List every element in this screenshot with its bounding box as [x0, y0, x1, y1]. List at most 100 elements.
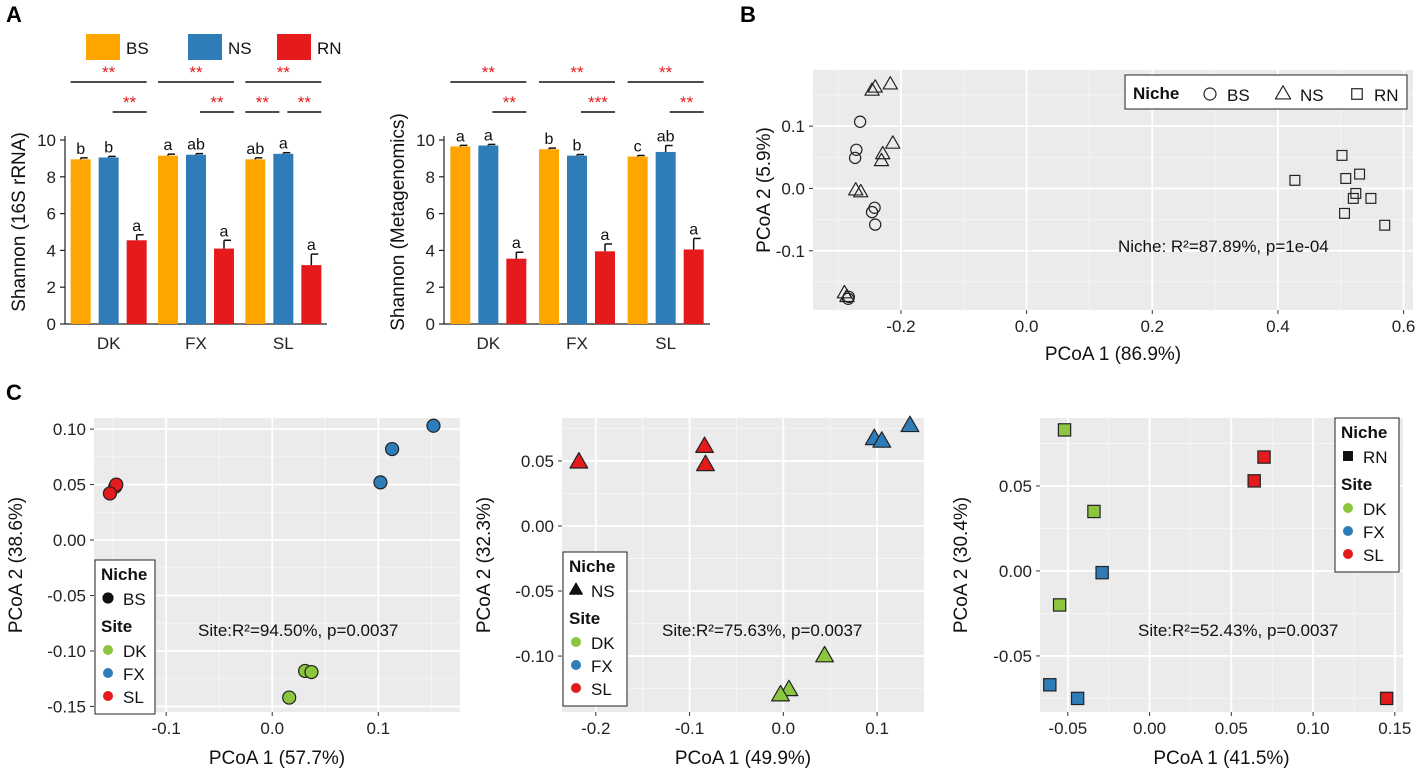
legend-box: [1334, 417, 1400, 573]
legend-label-ns: NS: [228, 39, 252, 58]
legend-title: Niche: [1133, 84, 1179, 103]
y-axis-title: PCoA 2 (38.6%): [6, 497, 27, 633]
legend-box: [1124, 74, 1408, 110]
sig-stars-bs-rn: **: [102, 63, 116, 82]
y-tick-label: -0.15: [47, 697, 86, 716]
point-fx: [385, 441, 400, 457]
point-sl: [696, 454, 715, 472]
significance-letter: a: [279, 136, 288, 153]
legend-site-label-fx: FX: [123, 665, 145, 684]
y-tick-label: 0.1: [781, 117, 805, 136]
bar-dk-ns: [478, 145, 499, 324]
x-tick-label: 0.15: [1378, 719, 1411, 738]
x-tick-label: 0.0: [772, 719, 796, 738]
sig-stars-bs-rn: **: [189, 63, 203, 82]
legend-a: BS NS RN: [86, 34, 342, 60]
point-rn: [1365, 192, 1377, 204]
pcoa-ns-chart: -0.2 -0.1 0.0 0.1 0.05 0.00 -0.05 -0.10 PCoA 1 (…: [474, 415, 924, 769]
point-fx: [872, 431, 892, 448]
y-tick-label: 8: [47, 168, 56, 187]
sig-stars-ns-rn: **: [503, 93, 517, 112]
legend-site-dot-dk: [1343, 503, 1353, 513]
legend-label-rn: RN: [317, 39, 342, 58]
legend-site-label-sl: SL: [591, 680, 612, 699]
x-tick-label-fx: FX: [185, 334, 207, 353]
y-tick-label: 0.05: [521, 452, 554, 471]
sig-stars-ns-rn: **: [123, 93, 137, 112]
sig-stars-bs-rn: **: [570, 63, 584, 82]
x-tick-label-fx: FX: [566, 334, 588, 353]
sig-stars-bs-rn: **: [482, 63, 496, 82]
legend-label-bs: BS: [126, 39, 149, 58]
bar-fx-rn: [214, 248, 234, 324]
legend-site-title: Site: [1341, 475, 1372, 494]
legend-site-dot-sl: [571, 683, 581, 693]
sig-stars-ns-rn: **: [210, 93, 224, 112]
legend-niche-title: Niche: [101, 565, 147, 584]
legend-site-title: Site: [101, 617, 132, 636]
y-tick-label: 4: [426, 241, 435, 260]
panel-label-a: A: [6, 2, 22, 27]
stat-annotation: Site:R²=52.43%, p=0.0037: [1138, 621, 1338, 640]
x-tick-label: -0.1: [675, 719, 704, 738]
point-bs: [848, 151, 862, 165]
bar-sl-rn: [683, 249, 704, 324]
significance-letter: ab: [246, 141, 264, 158]
point-bs: [853, 115, 867, 128]
y-tick-label: -0.10: [47, 642, 86, 661]
point-bs: [850, 143, 863, 156]
x-tick-label: 0.6: [1392, 317, 1416, 336]
y-tick-label: 4: [47, 241, 56, 260]
y-tick-label: 2: [426, 278, 435, 297]
legend-niche-label: RN: [1363, 448, 1388, 467]
x-tick-label: 0.10: [1297, 719, 1330, 738]
point-rn: [1339, 207, 1351, 219]
legend-niche-title: Niche: [1341, 423, 1387, 442]
point-sl: [695, 436, 715, 453]
bar-sl-ns: [655, 151, 676, 324]
x-axis-title: PCoA 1 (49.9%): [675, 748, 811, 769]
bar-sl-bs: [627, 156, 648, 324]
x-tick-label: -0.05: [1048, 719, 1087, 738]
point-fx: [426, 418, 441, 433]
legend-site-label-dk: DK: [123, 642, 147, 661]
y-tick-label: 8: [426, 168, 435, 187]
y-tick-label: 2: [47, 278, 56, 297]
bar-chart-metagenomics: 0 2 4 6 8 10 Shannon (Metagenomics) a a a DK ** ** b b…: [388, 63, 710, 353]
x-axis-title: PCoA 1 (41.5%): [1153, 748, 1289, 769]
x-tick-label: 0.1: [366, 719, 390, 738]
significance-letter: a: [132, 218, 141, 235]
significance-letter: c: [634, 138, 642, 155]
x-tick-label: 0.0: [1015, 317, 1039, 336]
x-tick-label: 0.0: [260, 719, 284, 738]
point-fx: [1095, 565, 1109, 580]
stat-annotation: Niche: R²=87.89%, p=1e-04: [1118, 237, 1329, 256]
legend-site-dot-fx: [571, 660, 581, 670]
point-dk: [1087, 504, 1101, 519]
point-dk: [815, 645, 835, 663]
y-tick-label: -0.05: [515, 582, 554, 601]
bar-dk-bs: [70, 159, 91, 324]
y-tick-label: 0.05: [53, 476, 86, 495]
pcoa-bs-chart: -0.1 0.0 0.1 0.10 0.05 0.00 -0.05 -0.10 -0.15 PCo…: [6, 418, 460, 769]
point-fx: [373, 475, 388, 490]
point-sl: [1257, 450, 1271, 464]
y-tick-label: 10: [37, 131, 56, 150]
significance-letter: a: [456, 128, 465, 145]
legend-label-ns: NS: [1300, 86, 1324, 105]
legend-site-dot-fx: [103, 668, 113, 678]
significance-letter: ab: [187, 137, 205, 154]
legend-swatch-rn: [277, 34, 311, 60]
point-rn: [1347, 192, 1359, 204]
bar-fx-bs: [539, 149, 559, 324]
point-dk: [304, 664, 319, 680]
point-ns: [864, 82, 880, 96]
legend-niche-shape: [102, 592, 114, 604]
point-ns: [882, 76, 898, 90]
legend-site-dot-fx: [1343, 526, 1353, 536]
significance-letter: a: [164, 137, 173, 154]
legend-site-label-fx: FX: [1363, 523, 1385, 542]
x-tick-label: 0.00: [1133, 719, 1166, 738]
y-tick-label: 0.00: [53, 531, 86, 550]
